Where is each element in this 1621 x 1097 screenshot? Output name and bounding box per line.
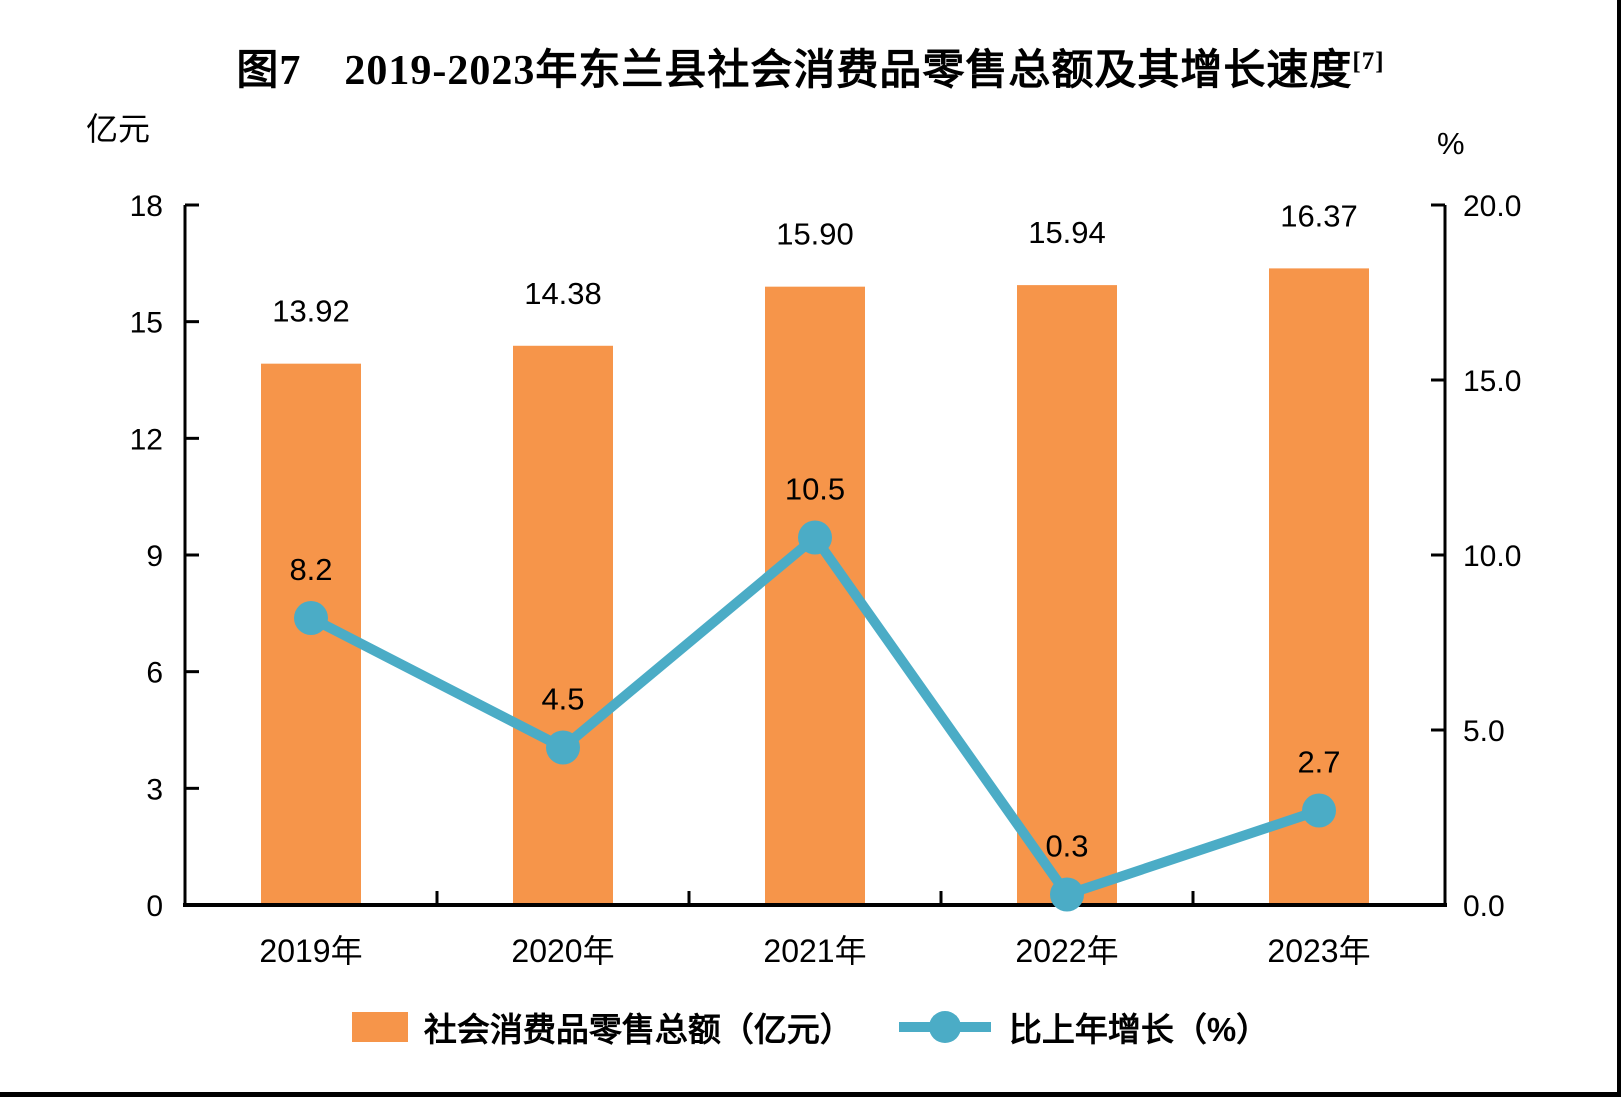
line-point-2022年 bbox=[1050, 877, 1084, 912]
right-axis-tick-label: 20.0 bbox=[1463, 190, 1521, 223]
left-axis-tick-label: 9 bbox=[146, 540, 163, 573]
chart-title-text: 图7 2019-2023年东兰县社会消费品零售总额及其增长速度 bbox=[236, 48, 1353, 94]
x-category-label: 2019年 bbox=[259, 933, 362, 969]
line-value-label: 10.5 bbox=[785, 472, 845, 507]
line-series-key bbox=[898, 1011, 991, 1043]
left-axis-tick-label: 6 bbox=[146, 657, 163, 690]
line-value-label: 0.3 bbox=[1045, 829, 1088, 864]
line-point-2023年 bbox=[1302, 793, 1336, 828]
left-axis-tick-label: 18 bbox=[130, 190, 163, 223]
bar-2021年 bbox=[765, 286, 865, 906]
bar-2020年 bbox=[513, 345, 613, 905]
bar-series-label: 社会消费品零售总额（亿元） bbox=[423, 1011, 853, 1048]
chart-legend: 社会消费品零售总额（亿元） 比上年增长（%） bbox=[0, 1002, 1621, 1052]
bar-2022年 bbox=[1017, 285, 1117, 906]
right-axis-tick-label: 0.0 bbox=[1463, 890, 1505, 923]
x-category-label: 2023年 bbox=[1267, 933, 1370, 969]
bar-value-label: 15.90 bbox=[776, 217, 854, 252]
chart-title: 图7 2019-2023年东兰县社会消费品零售总额及其增长速度[7] bbox=[0, 36, 1621, 97]
left-axis-tick-label: 12 bbox=[130, 423, 163, 456]
line-point-2019年 bbox=[294, 601, 328, 635]
line-point-2020年 bbox=[546, 730, 580, 765]
bar-value-label: 14.38 bbox=[524, 276, 602, 311]
right-axis-tick-label: 5.0 bbox=[1463, 715, 1505, 748]
left-axis-tick-label: 3 bbox=[146, 773, 163, 806]
line-value-label: 8.2 bbox=[289, 552, 332, 587]
right-axis-tick-label: 10.0 bbox=[1463, 540, 1521, 573]
right-axis-unit-label: % bbox=[1437, 126, 1465, 161]
line-value-label: 2.7 bbox=[1297, 745, 1340, 780]
bar-value-label: 15.94 bbox=[1028, 215, 1106, 250]
page-border-right-line bbox=[1617, 0, 1621, 1097]
x-category-label: 2022年 bbox=[1015, 933, 1118, 969]
right-axis-tick-label: 15.0 bbox=[1463, 365, 1521, 398]
left-axis-unit-label: 亿元 bbox=[86, 111, 151, 147]
line-point-2021年 bbox=[798, 520, 832, 555]
x-category-label: 2020年 bbox=[511, 933, 614, 969]
bar-series-swatch bbox=[351, 1012, 408, 1042]
line-value-label: 4.5 bbox=[541, 682, 584, 717]
left-axis-tick-label: 15 bbox=[130, 307, 163, 340]
bar-value-label: 16.37 bbox=[1280, 198, 1358, 233]
left-axis-tick-label: 0 bbox=[146, 890, 163, 923]
page-border-bottom-line bbox=[0, 1092, 1621, 1097]
line-series-label: 比上年增长（%） bbox=[1008, 1011, 1270, 1048]
chart-title-footnote-ref: [7] bbox=[1352, 48, 1385, 75]
bar-value-label: 13.92 bbox=[272, 294, 350, 329]
x-category-label: 2021年 bbox=[763, 933, 866, 969]
